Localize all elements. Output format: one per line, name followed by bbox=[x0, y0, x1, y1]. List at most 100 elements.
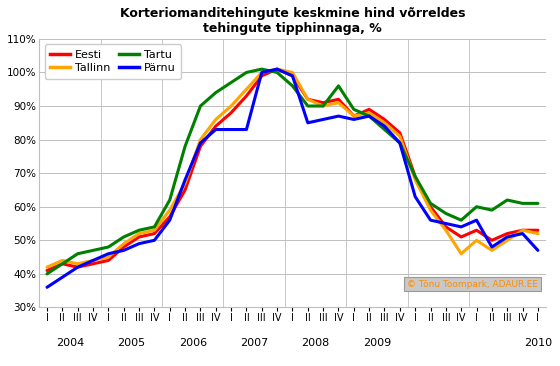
Tartu bbox=[243, 70, 250, 75]
Tallinn bbox=[535, 231, 542, 236]
Tartu bbox=[59, 262, 66, 266]
Tartu bbox=[136, 228, 142, 232]
Tartu bbox=[488, 208, 495, 212]
Tartu bbox=[258, 67, 265, 71]
Tallinn bbox=[274, 67, 281, 71]
Eesti bbox=[381, 117, 388, 122]
Tallinn bbox=[351, 114, 357, 118]
Tallinn bbox=[366, 111, 372, 115]
Eesti bbox=[181, 188, 188, 192]
Pärnu bbox=[473, 218, 480, 223]
Pärnu bbox=[396, 141, 403, 145]
Tallinn bbox=[90, 258, 96, 263]
Eesti bbox=[519, 228, 526, 232]
Eesti bbox=[59, 262, 66, 266]
Pärnu bbox=[535, 248, 542, 253]
Eesti bbox=[243, 94, 250, 98]
Line: Pärnu: Pärnu bbox=[47, 69, 538, 287]
Eesti bbox=[427, 205, 434, 209]
Tallinn bbox=[212, 117, 219, 122]
Pärnu bbox=[197, 141, 204, 145]
Eesti bbox=[44, 268, 50, 273]
Eesti bbox=[535, 228, 542, 232]
Text: 2005: 2005 bbox=[118, 338, 146, 348]
Line: Tartu: Tartu bbox=[47, 69, 538, 274]
Pärnu bbox=[120, 248, 127, 253]
Tallinn bbox=[381, 121, 388, 125]
Tallinn bbox=[442, 228, 449, 232]
Tartu bbox=[120, 235, 127, 239]
Tartu bbox=[305, 104, 311, 108]
Eesti bbox=[289, 74, 296, 78]
Eesti bbox=[212, 124, 219, 128]
Text: 2004: 2004 bbox=[56, 338, 84, 348]
Tallinn bbox=[258, 70, 265, 75]
Eesti bbox=[258, 74, 265, 78]
Eesti bbox=[274, 67, 281, 71]
Eesti bbox=[366, 107, 372, 112]
Pärnu bbox=[366, 114, 372, 118]
Tallinn bbox=[44, 265, 50, 269]
Pärnu bbox=[442, 221, 449, 226]
Tallinn bbox=[197, 137, 204, 142]
Text: 2010: 2010 bbox=[524, 338, 552, 348]
Pärnu bbox=[412, 194, 418, 199]
Tartu bbox=[504, 198, 511, 202]
Pärnu bbox=[105, 251, 112, 256]
Tartu bbox=[427, 201, 434, 206]
Eesti bbox=[396, 131, 403, 135]
Tartu bbox=[197, 104, 204, 108]
Tartu bbox=[366, 114, 372, 118]
Tartu bbox=[412, 174, 418, 179]
Tallinn bbox=[289, 70, 296, 75]
Text: 2007: 2007 bbox=[240, 338, 268, 348]
Tartu bbox=[473, 205, 480, 209]
Eesti bbox=[136, 235, 142, 239]
Eesti bbox=[473, 228, 480, 232]
Tartu bbox=[166, 198, 173, 202]
Tartu bbox=[519, 201, 526, 206]
Tartu bbox=[105, 245, 112, 249]
Tallinn bbox=[305, 97, 311, 101]
Tallinn bbox=[504, 238, 511, 243]
Pärnu bbox=[74, 265, 81, 269]
Eesti bbox=[166, 214, 173, 219]
Pärnu bbox=[59, 275, 66, 279]
Pärnu bbox=[212, 127, 219, 132]
Pärnu bbox=[258, 70, 265, 75]
Tallinn bbox=[228, 104, 235, 108]
Tartu bbox=[381, 127, 388, 132]
Eesti bbox=[504, 231, 511, 236]
Tartu bbox=[274, 70, 281, 75]
Pärnu bbox=[274, 67, 281, 71]
Tartu bbox=[396, 141, 403, 145]
Tallinn bbox=[412, 178, 418, 182]
Line: Tallinn: Tallinn bbox=[47, 69, 538, 267]
Pärnu bbox=[305, 121, 311, 125]
Tallinn bbox=[59, 258, 66, 263]
Text: 2009: 2009 bbox=[363, 338, 391, 348]
Tartu bbox=[535, 201, 542, 206]
Tartu bbox=[228, 80, 235, 85]
Pärnu bbox=[504, 235, 511, 239]
Pärnu bbox=[335, 114, 342, 118]
Eesti bbox=[412, 174, 418, 179]
Pärnu bbox=[228, 127, 235, 132]
Tartu bbox=[320, 104, 326, 108]
Tartu bbox=[90, 248, 96, 253]
Pärnu bbox=[381, 124, 388, 128]
Tallinn bbox=[519, 228, 526, 232]
Eesti bbox=[120, 245, 127, 249]
Tartu bbox=[351, 107, 357, 112]
Pärnu bbox=[320, 117, 326, 122]
Tallinn bbox=[151, 228, 158, 232]
Pärnu bbox=[289, 74, 296, 78]
Tartu bbox=[212, 90, 219, 95]
Legend: Eesti, Tallinn, Tartu, Pärnu: Eesti, Tallinn, Tartu, Pärnu bbox=[45, 44, 181, 79]
Eesti bbox=[305, 97, 311, 101]
Pärnu bbox=[136, 242, 142, 246]
Tallinn bbox=[181, 181, 188, 186]
Eesti bbox=[458, 235, 465, 239]
Tartu bbox=[74, 251, 81, 256]
Text: © Tõnu Toompark, ADAUR.EE: © Tõnu Toompark, ADAUR.EE bbox=[407, 280, 538, 289]
